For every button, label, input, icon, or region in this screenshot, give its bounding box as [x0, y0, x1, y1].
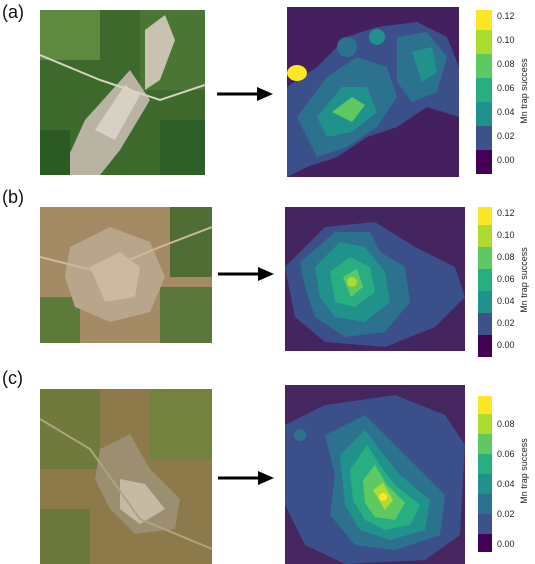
- panel-b-label: (b): [2, 187, 24, 207]
- colorbar-c: [478, 396, 492, 552]
- heatmap-c: [285, 385, 465, 564]
- tick-c-3: 0.02: [497, 509, 515, 519]
- arrow-a: [217, 87, 273, 101]
- tick-a-2: 0.08: [497, 59, 515, 69]
- tick-a-1: 0.10: [497, 35, 515, 45]
- tick-a-4: 0.04: [497, 107, 515, 117]
- satellite-image-a: [40, 10, 205, 175]
- panel-c-label: (c): [2, 368, 23, 388]
- satellite-image-c: [40, 389, 212, 564]
- tick-c-1: 0.06: [497, 449, 515, 459]
- tick-b-3: 0.06: [497, 274, 515, 284]
- heatmap-a: [287, 7, 459, 177]
- tick-a-5: 0.02: [497, 131, 515, 141]
- tick-b-5: 0.02: [497, 318, 515, 328]
- tick-a-3: 0.06: [497, 83, 515, 93]
- satellite-image-b: [40, 207, 212, 343]
- tick-b-0: 0.12: [497, 208, 515, 218]
- arrow-b: [218, 267, 274, 281]
- colorbar-c-title: Mn trap success: [519, 438, 529, 504]
- panel-a-label: (a): [2, 2, 24, 22]
- arrow-c: [218, 471, 274, 485]
- heatmap-b: [285, 207, 465, 351]
- tick-b-1: 0.10: [497, 230, 515, 240]
- colorbar-b: [478, 207, 492, 357]
- tick-b-6: 0.00: [497, 340, 515, 350]
- tick-c-4: 0.00: [497, 539, 515, 549]
- tick-a-0: 0.12: [497, 11, 515, 21]
- colorbar-b-title: Mn trap success: [519, 247, 529, 313]
- tick-c-0: 0.08: [497, 419, 515, 429]
- tick-a-6: 0.00: [497, 155, 515, 165]
- tick-b-4: 0.04: [497, 296, 515, 306]
- tick-c-2: 0.04: [497, 479, 515, 489]
- colorbar-a: [476, 10, 492, 174]
- colorbar-a-title: Mn trap success: [519, 58, 529, 124]
- tick-b-2: 0.08: [497, 252, 515, 262]
